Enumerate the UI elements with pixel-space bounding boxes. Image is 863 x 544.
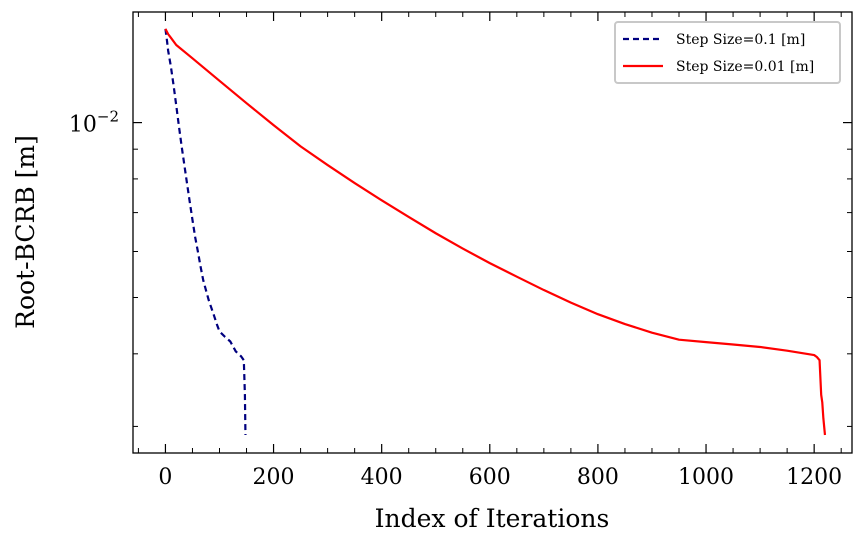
x-tick-label: 0 — [158, 465, 172, 490]
x-tick-label: 1200 — [786, 465, 842, 490]
legend-label-step-0-01: Step Size=0.01 [m] — [676, 59, 814, 75]
legend-box — [614, 21, 841, 84]
plot-frame — [132, 11, 853, 454]
x-tick-label: 400 — [361, 465, 403, 490]
y-axis-label: Root-BCRB [m] — [11, 135, 40, 329]
plot-area — [133, 12, 852, 453]
x-axis-label: Index of Iterations — [375, 504, 610, 533]
series-line-0 — [164, 28, 247, 435]
legend: Step Size=0.1 [m] Step Size=0.01 [m] — [614, 21, 841, 84]
x-tick-label: 800 — [577, 465, 619, 490]
series-line-1 — [164, 28, 827, 436]
x-tick-label: 1000 — [678, 465, 734, 490]
x-tick-label: 600 — [469, 465, 511, 490]
legend-label-step-0-1: Step Size=0.1 [m] — [676, 32, 805, 48]
y-tick-label: 10−2 — [69, 108, 119, 138]
x-tick-label: 200 — [253, 465, 295, 490]
